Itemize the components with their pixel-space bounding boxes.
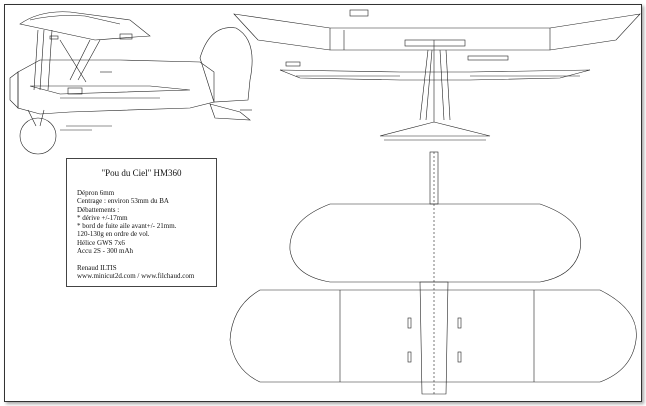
spec-line: Accu 2S - 300 mAh [77, 247, 133, 256]
spec-line: Dépron 6mm [77, 189, 115, 197]
spec-line: * dérive +/-17mm [77, 213, 128, 222]
top-view [229, 151, 637, 395]
spec-line: Hélice GWS 7x6 [77, 238, 125, 247]
spec-line: * bord de fuite aile avant+/- 21mm. [77, 222, 177, 231]
side-view [9, 11, 253, 155]
credits: Renaud ILTIS www.minicut2d.com / www.fil… [77, 264, 194, 281]
spec-list: Dépron 6mm Centrage : environ 53mm du BA… [77, 189, 176, 255]
plan-title: "Pou du Ciel" HM360 [101, 168, 182, 178]
spec-line: 120-130g en ordre de vol. [77, 230, 150, 239]
spec-line: Débattements : [77, 205, 120, 214]
spec-line: Centrage : environ 53mm du BA [77, 197, 169, 206]
author-name: Renaud ILTIS [77, 264, 117, 272]
website-links: www.minicut2d.com / www.filchaud.com [77, 272, 195, 281]
info-box: "Pou du Ciel" HM360 Dépron 6mm Centrage … [66, 158, 217, 287]
front-view [233, 9, 641, 141]
